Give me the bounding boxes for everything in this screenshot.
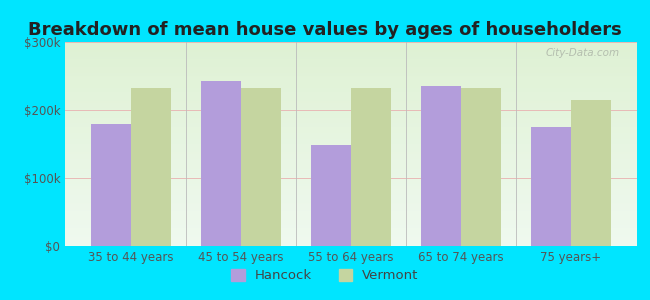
Bar	[202, 81, 241, 246]
Bar	[241, 88, 281, 246]
Legend: Hancock, Vermont: Hancock, Vermont	[226, 263, 424, 287]
Bar	[351, 88, 391, 246]
Bar	[461, 88, 500, 246]
Text: Breakdown of mean house values by ages of householders: Breakdown of mean house values by ages o…	[28, 21, 622, 39]
Bar	[571, 100, 610, 246]
Bar	[532, 127, 571, 246]
Bar	[131, 88, 170, 246]
Text: City-Data.com: City-Data.com	[546, 48, 620, 58]
Bar	[421, 86, 461, 246]
Bar	[92, 124, 131, 246]
Bar	[311, 146, 351, 246]
